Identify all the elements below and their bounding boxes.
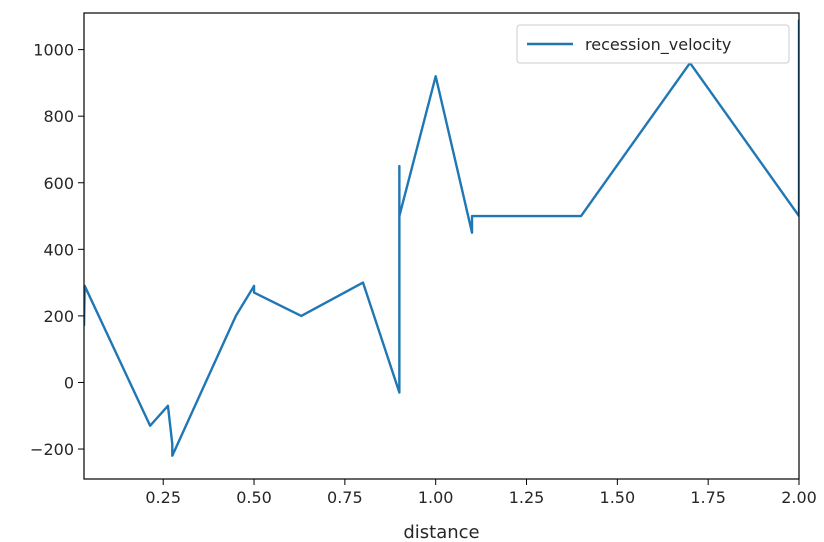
legend-box	[516, 24, 790, 64]
x-axis-ticks: 0.25 0.50 0.75 1.00 1.25 1.50 1.75 2.00	[145, 479, 817, 507]
x-axis-label: distance	[403, 522, 479, 542]
x-tick-label: 1.75	[690, 488, 726, 507]
y-tick-label: 600	[43, 174, 74, 193]
x-tick-label: 1.00	[418, 488, 454, 507]
y-tick-label: 200	[43, 307, 74, 326]
y-tick-label: 0	[64, 373, 74, 392]
y-tick-label: 400	[43, 240, 74, 259]
x-tick-label: 2.00	[781, 488, 817, 507]
legend-label-recession-velocity: recession_velocity	[585, 35, 731, 55]
x-tick-label: 0.75	[327, 488, 363, 507]
y-tick-label: 800	[43, 107, 74, 126]
x-tick-label: 0.50	[236, 488, 272, 507]
legend: recession_velocity	[516, 24, 790, 64]
x-tick-label: 1.25	[509, 488, 545, 507]
plot-frame	[83, 12, 800, 480]
x-tick-label: 1.50	[600, 488, 636, 507]
y-axis-ticks: −200 0 200 400 600 800 1000	[30, 41, 84, 459]
y-tick-label: −200	[30, 440, 74, 459]
x-tick-label: 0.25	[145, 488, 181, 507]
y-tick-label: 1000	[33, 41, 74, 60]
